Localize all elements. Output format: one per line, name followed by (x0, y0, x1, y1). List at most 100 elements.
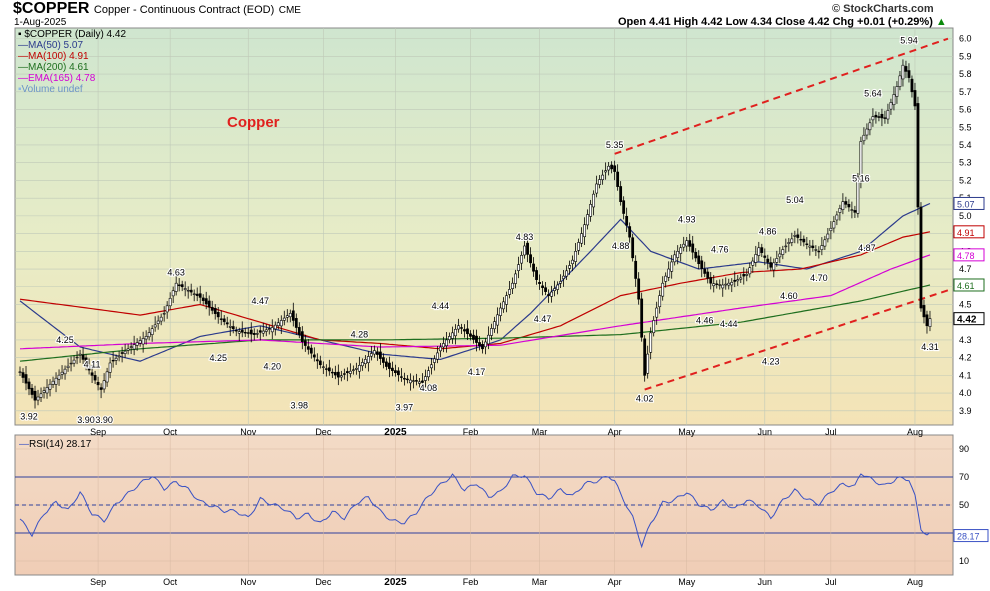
price-bar-body (493, 321, 496, 330)
price-bar-body (763, 255, 767, 258)
price-bar-body (391, 367, 394, 371)
price-bar-body (225, 322, 229, 325)
price-bar-body (799, 239, 803, 241)
price-label: 4.28 (351, 329, 369, 339)
price-bar-body (219, 318, 223, 320)
price-bar-body (51, 380, 55, 385)
y-tick-label: 5.2 (959, 175, 972, 185)
price-bar-body (595, 183, 599, 194)
price-bar-body (562, 275, 565, 279)
price-bar-body (658, 295, 662, 308)
rsi-x-tick-label: May (678, 577, 696, 587)
price-label: 3.90 (77, 415, 95, 425)
price-bar-body (889, 102, 893, 110)
price-bar-body (601, 174, 605, 181)
price-bar-body (655, 307, 659, 318)
price-bar-body (862, 134, 866, 142)
price-bar-body (697, 255, 701, 265)
price-bar-body (496, 314, 499, 326)
rsi-x-tick-label: 2025 (384, 577, 407, 588)
y-axis: 3.94.04.14.24.34.44.54.64.74.84.95.05.15… (953, 34, 985, 566)
price-bar-body (541, 285, 544, 288)
price-label: 4.93 (678, 214, 696, 224)
price-bar-body (93, 375, 97, 381)
price-bar-body (90, 372, 94, 376)
price-bar-body (189, 289, 193, 293)
price-label: 4.60 (780, 291, 798, 301)
price-bar-body (589, 204, 593, 217)
price-bar-body (273, 324, 277, 330)
y-tick-label: 5.6 (959, 105, 972, 115)
price-bar-body (736, 279, 740, 282)
price-bar-body (234, 330, 238, 332)
price-bar-body (616, 171, 620, 187)
price-bar-body (213, 307, 217, 314)
exchange: CME (278, 5, 301, 16)
chart-date: 1-Aug-2025 (14, 17, 67, 28)
price-bar-body (901, 64, 905, 80)
price-bar-body (321, 366, 325, 368)
price-bar-body (306, 346, 310, 350)
y-tick-label: 4.1 (959, 370, 972, 380)
price-bar-body (721, 284, 725, 289)
last-value-label: 4.42 (957, 315, 977, 326)
price-bar-body (210, 306, 214, 311)
main-panel-bg (14, 27, 954, 426)
rsi-x-tick-label: Aug (907, 577, 923, 587)
price-label: 5.04 (786, 195, 804, 205)
price-bar-body (282, 317, 286, 321)
price-bar-body (712, 283, 716, 287)
price-bar-body (237, 331, 241, 334)
ohlc-readout: Open 4.41 High 4.42 Low 4.34 Close 4.42 … (618, 16, 947, 28)
price-bar-body (742, 274, 746, 277)
price-label: 5.64 (864, 88, 882, 98)
price-bar-body (811, 245, 815, 249)
price-bar-body (117, 355, 121, 358)
price-bar-body (682, 243, 686, 248)
y-tick-label: 5.4 (959, 140, 972, 150)
symbol: $COPPER (13, 0, 90, 17)
price-bar-body (571, 259, 574, 265)
moving-average-line (19, 254, 931, 350)
price-bar-body (201, 297, 205, 301)
price-bar-body (45, 387, 49, 394)
price-bar-body (700, 260, 704, 269)
price-bar-body (357, 365, 361, 372)
rsi-x-tick-label: Feb (463, 577, 479, 587)
price-bar-body (916, 103, 920, 208)
price-bar-body (835, 214, 839, 221)
price-bar-body (730, 282, 734, 286)
price-bar-body (24, 374, 28, 384)
price-bar-body (165, 305, 169, 313)
price-bar-body (454, 328, 457, 337)
price-bar-body (138, 340, 142, 344)
x-tick-label: Nov (240, 427, 257, 437)
price-bar-body (703, 268, 707, 274)
price-bar-body (451, 332, 454, 339)
price-bar-body (42, 390, 46, 393)
price-label: 3.92 (20, 411, 38, 421)
price-bar-body (904, 66, 908, 72)
price-bar-body (457, 325, 460, 330)
moving-average-line (19, 202, 931, 362)
price-bar-body (910, 78, 914, 93)
price-bar-body (586, 214, 590, 226)
price-label: 3.97 (396, 402, 414, 412)
price-bar-body (796, 234, 800, 238)
price-bar-body (499, 307, 502, 316)
price-bar-body (30, 387, 34, 395)
price-bar-body (39, 393, 43, 398)
price-bar-body (847, 204, 851, 208)
contract-name: Copper - Continuous Contract (EOD) (93, 4, 275, 16)
price-bar-body (538, 281, 541, 284)
price-label: 3.98 (291, 401, 309, 411)
price-bar-body (87, 364, 91, 371)
price-label: 4.47 (251, 296, 269, 306)
price-bar-body (739, 277, 743, 280)
y-tick-label: 5.0 (959, 211, 972, 221)
price-bar-body (153, 324, 157, 328)
price-bar-body (27, 381, 31, 390)
price-bar-body (481, 344, 484, 350)
price-bar-body (673, 254, 677, 263)
price-label: 4.20 (264, 362, 282, 372)
